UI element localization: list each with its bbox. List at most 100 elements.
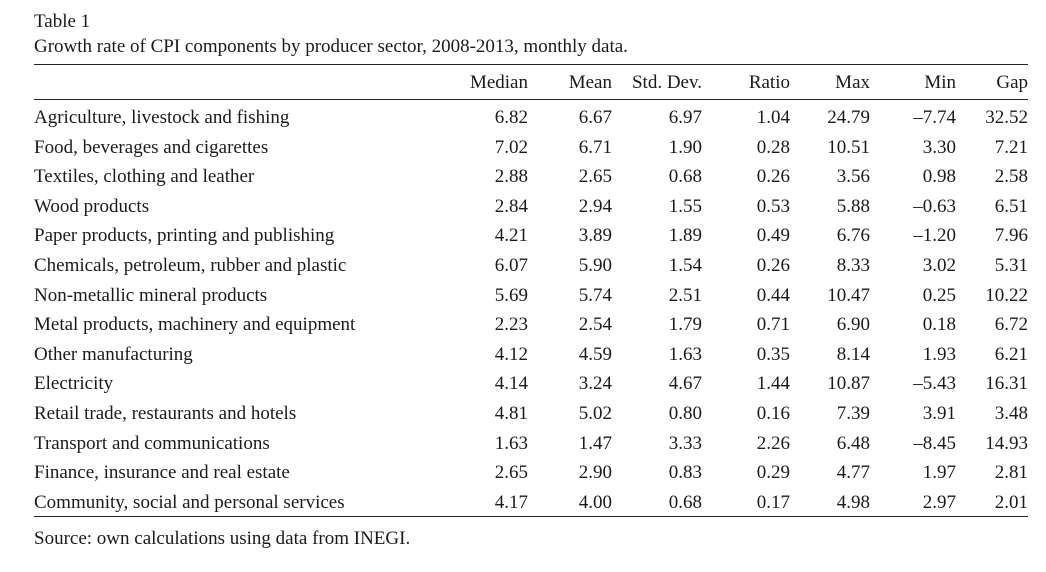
table-header-row: Median Mean Std. Dev. Ratio Max Min Gap [34,66,1028,99]
column-header-gap: Gap [996,72,1028,93]
median-cell: 2.23 [494,314,528,336]
std-dev-cell: 0.80 [668,402,702,424]
max-cell: 4.98 [836,491,870,513]
min-cell: 3.30 [922,136,956,158]
mean-cell: 4.00 [578,491,612,513]
column-header-min: Min [924,72,956,93]
gap-cell: 3.48 [994,402,1028,424]
header-rule [34,99,1028,100]
max-cell: 6.76 [836,225,870,247]
median-cell: 2.88 [494,166,528,188]
max-cell: 10.87 [827,373,870,395]
ratio-cell: 2.26 [756,432,790,454]
ratio-cell: 0.17 [756,491,790,513]
mean-cell: 1.47 [578,432,612,454]
gap-cell: 2.01 [994,491,1028,513]
min-cell: 1.97 [922,462,956,484]
sector-name-cell: Food, beverages and cigarettes [34,136,269,158]
ratio-cell: 0.28 [756,136,790,158]
table-row: Metal products, machinery and equipment 2… [34,310,1028,340]
table-row: Electricity 4.14 3.24 4.67 1.44 10.87 –5.43 16.… [34,369,1028,399]
mean-cell: 3.24 [578,373,612,395]
std-dev-cell: 1.63 [668,343,702,365]
mean-cell: 2.65 [578,166,612,188]
table-caption: Growth rate of CPI components by produce… [34,36,628,57]
mean-cell: 2.94 [578,195,612,217]
column-header-max: Max [835,72,870,93]
min-cell: 2.97 [922,491,956,513]
table-row: Non-metallic mineral products 5.69 5.74 2.5… [34,281,1028,311]
max-cell: 6.48 [836,432,870,454]
median-cell: 6.82 [494,107,528,128]
std-dev-cell: 1.89 [668,225,702,247]
std-dev-cell: 3.33 [668,432,702,454]
std-dev-cell: 0.83 [668,462,702,484]
median-cell: 4.12 [494,343,528,365]
sector-name-cell: Retail trade, restaurants and hotels [34,402,297,424]
gap-cell: 6.21 [994,343,1028,365]
std-dev-cell: 1.90 [668,136,702,158]
gap-cell: 7.21 [994,136,1028,158]
cpi-growth-table: Median Mean Std. Dev. Ratio Max Min Gap … [34,66,1028,517]
std-dev-cell: 0.68 [668,491,702,513]
median-cell: 2.84 [494,195,528,217]
ratio-cell: 0.29 [756,462,790,484]
table-row: Chemicals, petroleum, rubber and plastic… [34,251,1028,281]
table-row: Paper products, printing and publishing 4… [34,221,1028,251]
min-cell: 3.02 [922,254,956,276]
gap-cell: 32.52 [985,107,1028,128]
gap-cell: 14.93 [985,432,1028,454]
gap-cell: 16.31 [985,373,1028,395]
std-dev-cell: 0.68 [668,166,702,188]
median-cell: 4.81 [494,402,528,424]
sector-name-cell: Non-metallic mineral products [34,284,268,306]
sector-name-cell: Chemicals, petroleum, rubber and plastic [34,254,347,276]
min-cell: 3.91 [922,402,956,424]
ratio-cell: 0.26 [756,166,790,188]
sector-name-cell: Other manufacturing [34,343,193,365]
table-row: Community, social and personal services 4… [34,488,1028,518]
median-cell: 2.65 [494,462,528,484]
gap-cell: 10.22 [985,284,1028,306]
table-row: Retail trade, restaurants and hotels 4.81… [34,399,1028,429]
ratio-cell: 1.44 [756,373,790,395]
column-header-mean: Mean [568,72,612,93]
sector-name-cell: Paper products, printing and publishing [34,225,335,247]
std-dev-cell: 4.67 [668,373,702,395]
table-row: Wood products 2.84 2.94 1.55 0.53 5.88 –0.63 6.… [34,192,1028,222]
median-cell: 1.63 [494,432,528,454]
sector-name-cell: Community, social and personal services [34,491,345,513]
mean-cell: 4.59 [578,343,612,365]
min-cell: –0.63 [913,195,956,217]
sector-name-cell: Transport and communications [34,432,270,454]
ratio-cell: 0.53 [756,195,790,217]
table-body: Agriculture, livestock and fishing 6.82 6.… [34,99,1028,517]
mean-cell: 6.67 [578,107,612,128]
min-cell: –8.45 [913,432,956,454]
table-row: Finance, insurance and real estate 2.65 2.… [34,458,1028,488]
table-row: Agriculture, livestock and fishing 6.82 6.… [34,99,1028,133]
std-dev-cell: 6.97 [668,107,702,128]
column-header-std-dev: Std. Dev. [631,72,702,93]
column-header-sector [34,66,444,99]
min-cell: 0.98 [922,166,956,188]
sector-name-cell: Agriculture, livestock and fishing [34,107,290,128]
source-note: Source: own calculations using data from… [34,528,411,549]
mean-cell: 5.90 [578,254,612,276]
median-cell: 4.21 [494,225,528,247]
table-row: Transport and communications 1.63 1.47 3.33… [34,429,1028,459]
max-cell: 24.79 [827,107,870,128]
top-rule [34,64,1028,65]
std-dev-cell: 1.79 [668,314,702,336]
ratio-cell: 0.49 [756,225,790,247]
ratio-cell: 1.04 [756,107,790,128]
std-dev-cell: 1.54 [668,254,702,276]
mean-cell: 5.74 [578,284,612,306]
max-cell: 5.88 [836,195,870,217]
table-row: Food, beverages and cigarettes 7.02 6.71 1.… [34,133,1028,163]
std-dev-cell: 1.55 [668,195,702,217]
sector-name-cell: Electricity [34,373,114,395]
ratio-cell: 0.26 [756,254,790,276]
mean-cell: 5.02 [578,402,612,424]
ratio-cell: 0.44 [756,284,790,306]
